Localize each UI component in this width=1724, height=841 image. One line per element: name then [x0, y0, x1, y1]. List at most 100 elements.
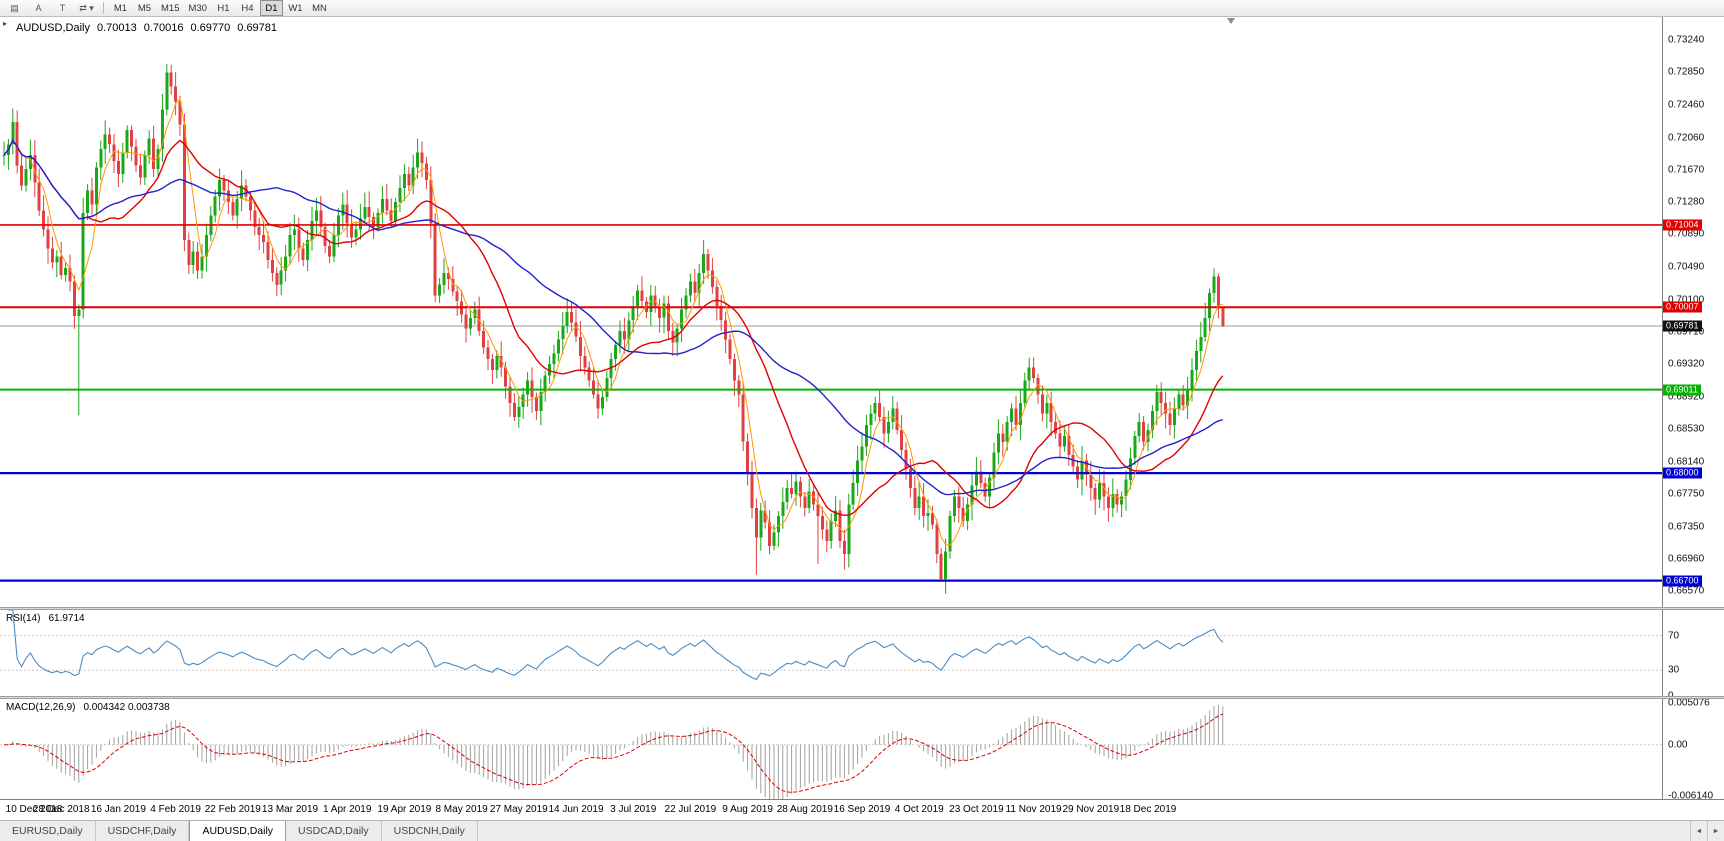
- chart-ohlc-header: AUDUSD,Daily 0.70013 0.70016 0.69770 0.69781: [16, 22, 284, 34]
- pane-splitter[interactable]: [0, 607, 1724, 610]
- macd-histogram: [7, 705, 1224, 799]
- tab-label: USDCHF,Daily: [107, 825, 177, 837]
- price-tick: 0.68920: [1668, 391, 1705, 403]
- price-tick: 0.70490: [1668, 261, 1705, 273]
- price-tick: 0.71670: [1668, 164, 1705, 176]
- time-axis-label: 4 Oct 2019: [894, 804, 944, 815]
- toolbar-separator: [103, 2, 104, 14]
- time-axis-label: 22 Feb 2019: [204, 804, 261, 815]
- time-axis-label: 16 Jan 2019: [90, 804, 146, 815]
- rsi-line: [8, 610, 1224, 681]
- price-tick: 0.66570: [1668, 585, 1705, 597]
- macd-pane-canvas[interactable]: [0, 699, 1662, 799]
- rsi-pane[interactable]: [0, 610, 1662, 696]
- chart-tabs-bar: EURUSD,Daily USDCHF,Daily AUDUSD,Daily U…: [0, 820, 1724, 841]
- template-icon[interactable]: T: [59, 3, 66, 13]
- tab-label: EURUSD,Daily: [12, 825, 83, 837]
- price-tick: 0.72460: [1668, 99, 1705, 111]
- timeframe-h4-button[interactable]: H4: [241, 2, 254, 14]
- timeframe-m1-button[interactable]: M1: [113, 2, 128, 14]
- time-axis-label: 28 Aug 2019: [776, 804, 833, 815]
- tab-scroll-right-button[interactable]: ►: [1707, 821, 1724, 841]
- time-axis-label: 29 Nov 2019: [1062, 804, 1120, 815]
- macd-label: MACD(12,26,9) 0.004342 0.003738: [6, 702, 178, 713]
- time-axis-label: 8 May 2019: [435, 804, 488, 815]
- pane-splitter[interactable]: [0, 696, 1724, 699]
- macd-tick: 0.00: [1668, 739, 1688, 751]
- one-click-trading-toggle[interactable]: ▸: [3, 19, 8, 28]
- level-price-label: 0.71004: [1663, 219, 1702, 231]
- price-tick: 0.72060: [1668, 132, 1705, 144]
- macd-signal-line: [3, 713, 1223, 793]
- symbol-period-label: AUDUSD,Daily: [16, 22, 90, 34]
- price-tick: 0.68530: [1668, 423, 1705, 435]
- chart-toolbar: ▤ A T ⇄ ▾ M1 M5 M15 M30 H1 H4 D1 W1 MN: [0, 0, 1724, 17]
- high-value: 0.70016: [143, 22, 184, 34]
- cycle-icon[interactable]: ⇄ ▾: [79, 2, 94, 13]
- time-axis-label: 16 Sep 2019: [833, 804, 891, 815]
- price-tick: 0.68140: [1668, 456, 1705, 468]
- price-pane-canvas[interactable]: [0, 17, 1662, 607]
- tab-audusd-daily[interactable]: AUDUSD,Daily: [189, 821, 287, 841]
- level-price-label: 0.66700: [1663, 575, 1702, 587]
- price-tick: 0.66960: [1668, 553, 1705, 565]
- timeframe-m15-button[interactable]: M15: [161, 2, 180, 14]
- tab-scroll-controls: ◄ ►: [1690, 821, 1724, 841]
- time-axis-label: 9 Aug 2019: [722, 804, 773, 815]
- time-axis-label: 28 Dec 2018: [32, 804, 90, 815]
- time-axis-label: 22 Jul 2019: [664, 804, 717, 815]
- time-axis-label: 18 Dec 2019: [1119, 804, 1177, 815]
- rsi-label: RSI(14) 61.9714: [6, 613, 93, 624]
- candlestick-series: [2, 64, 1225, 594]
- rsi-tick: 30: [1668, 664, 1680, 676]
- tab-usdcad-daily[interactable]: USDCAD,Daily: [286, 821, 382, 841]
- price-tick: 0.73240: [1668, 34, 1705, 46]
- timeframe-m5-button[interactable]: M5: [137, 2, 152, 14]
- time-axis-label: 4 Feb 2019: [150, 804, 201, 815]
- time-scale[interactable]: 10 Dec 2018 28 Dec 2018 16 Jan 2019 4 Feb 2…: [0, 799, 1724, 820]
- time-axis-label: 13 Mar 2019: [261, 804, 319, 815]
- tab-eurusd-daily[interactable]: EURUSD,Daily: [0, 821, 96, 841]
- price-tick: 0.67350: [1668, 521, 1705, 533]
- open-value: 0.70013: [96, 22, 137, 34]
- close-value: 0.69781: [237, 22, 278, 34]
- ma-slow-line: [3, 139, 1223, 496]
- price-tick: 0.69710: [1668, 326, 1705, 338]
- price-pane[interactable]: [0, 17, 1662, 607]
- timeframe-w1-button[interactable]: W1: [288, 2, 303, 14]
- tab-usdchf-daily[interactable]: USDCHF,Daily: [96, 821, 190, 841]
- macd-pane[interactable]: [0, 699, 1662, 799]
- tab-label: USDCNH,Daily: [393, 825, 465, 837]
- macd-tick: 0.005076: [1668, 697, 1710, 708]
- rsi-value: 61.9714: [48, 613, 85, 624]
- current-price-label: 0.69781: [1663, 320, 1702, 332]
- rsi-tick: 70: [1668, 630, 1680, 642]
- timeframe-d1-button[interactable]: D1: [259, 0, 283, 16]
- price-tick: 0.70100: [1668, 294, 1705, 306]
- price-tick: 0.71280: [1668, 196, 1705, 208]
- ma-mid-line: [3, 139, 1224, 517]
- macd-name: MACD(12,26,9): [6, 702, 76, 713]
- time-axis-label: 10 Dec 2018: [5, 804, 63, 815]
- macd-tick: -0.006140: [1668, 790, 1714, 802]
- price-scale[interactable]: 0.73240 0.72850 0.72460 0.72060 0.71670 0.712…: [1662, 17, 1724, 802]
- chart-shift-marker[interactable]: [1227, 18, 1235, 24]
- tab-label: AUDUSD,Daily: [202, 825, 274, 837]
- level-price-label: 0.70007: [1663, 301, 1702, 313]
- timeframe-mn-button[interactable]: MN: [312, 2, 327, 14]
- macd-value: 0.004342 0.003738: [83, 702, 170, 713]
- cursor-icon[interactable]: A: [35, 3, 42, 13]
- price-tick: 0.69320: [1668, 358, 1705, 370]
- tab-usdcnh-daily[interactable]: USDCNH,Daily: [382, 821, 478, 841]
- time-axis-label: 11 Nov 2019: [1005, 804, 1062, 815]
- timeframe-m30-button[interactable]: M30: [188, 2, 207, 14]
- ma-fast-line: [3, 97, 1224, 546]
- price-tick: 0.67750: [1668, 488, 1705, 500]
- time-axis-label: 23 Oct 2019: [949, 804, 1004, 815]
- tab-scroll-left-button[interactable]: ◄: [1690, 821, 1707, 841]
- tab-label: USDCAD,Daily: [298, 825, 369, 837]
- timeframe-h1-button[interactable]: H1: [217, 2, 230, 14]
- rsi-pane-canvas[interactable]: [0, 610, 1662, 696]
- chart-icon[interactable]: ▤: [10, 2, 19, 13]
